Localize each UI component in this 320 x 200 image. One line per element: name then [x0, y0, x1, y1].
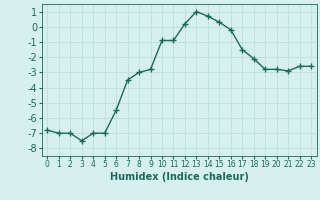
X-axis label: Humidex (Indice chaleur): Humidex (Indice chaleur): [110, 172, 249, 182]
